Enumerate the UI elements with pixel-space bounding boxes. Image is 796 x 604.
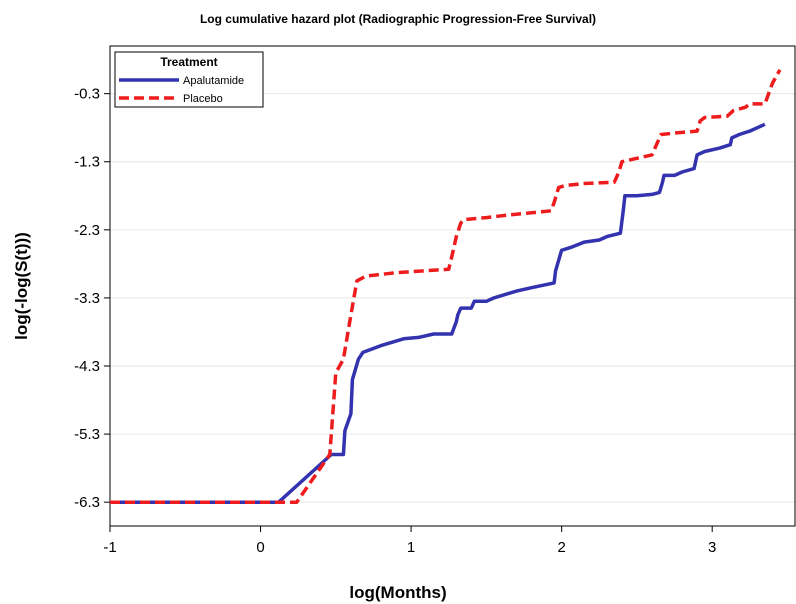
x-tick-label: 0 [256, 539, 264, 556]
y-tick-label: -6.3 [74, 494, 100, 511]
legend-label-placebo: Placebo [183, 93, 223, 105]
x-axis-label: log(Months) [349, 583, 446, 602]
legend-label-apalutamide: Apalutamide [183, 75, 244, 87]
y-tick-label: -5.3 [74, 426, 100, 443]
x-tick-label: -1 [103, 539, 116, 556]
series-line-apalutamide [110, 122, 766, 504]
series-layer [110, 68, 782, 504]
y-tick-label: -4.3 [74, 358, 100, 375]
series-line-placebo [110, 68, 782, 504]
y-tick-label: -1.3 [74, 154, 100, 171]
grid-lines [110, 93, 795, 503]
y-tick-label: -0.3 [74, 86, 100, 103]
y-tick-label: -3.3 [74, 290, 100, 307]
x-tick-label: 2 [557, 539, 565, 556]
chart-title: Log cumulative hazard plot (Radiographic… [200, 12, 596, 26]
plot-frame [109, 45, 796, 527]
y-tick-label: -2.3 [74, 222, 100, 239]
axes: -6.3 -5.3 -4.3 -3.3 -2.3 -1.3 -0.3 -1 0 1 2 3 [74, 86, 716, 556]
x-tick-label: 3 [708, 539, 716, 556]
y-axis-label: log(-log(S(t))) [12, 232, 31, 340]
legend-title: Treatment [160, 55, 217, 69]
x-tick-label: 1 [407, 539, 415, 556]
legend: Treatment Apalutamide Placebo [114, 51, 264, 108]
